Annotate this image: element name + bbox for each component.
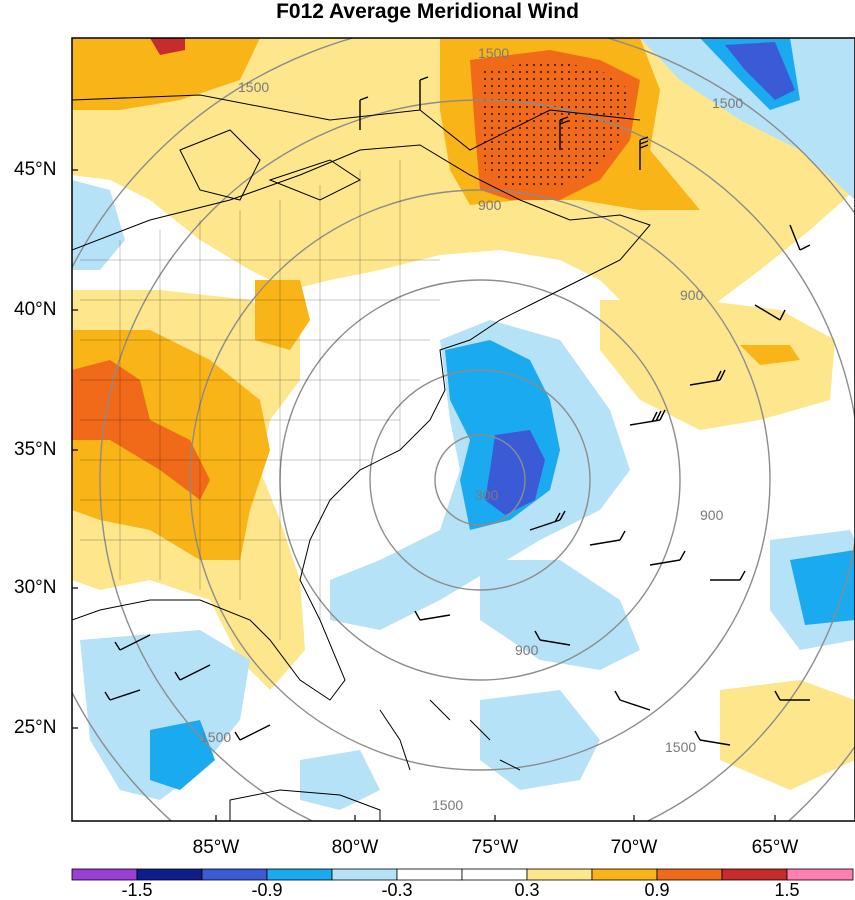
contour-ring-1200 (189, 189, 771, 771)
colorbar-bin (266, 868, 333, 881)
positive-wind-shading (72, 38, 855, 790)
florida-keys (379, 709, 411, 771)
stippled-region-north (480, 60, 630, 190)
longitude-label: 70°W (610, 837, 658, 858)
colorbar-bin (656, 868, 723, 881)
contour-label: 900 (515, 642, 539, 658)
contour-label: 300 (475, 487, 499, 503)
warm-mid-region-ohio (255, 280, 310, 350)
warm-strong-region-northwest (150, 38, 185, 55)
longitude-label: 75°W (471, 837, 519, 858)
longitude-label: 65°W (751, 837, 799, 858)
colorbar-label: 1.5 (774, 880, 800, 900)
colorbar-bin (396, 868, 463, 881)
contour-label: 900 (700, 507, 724, 523)
cool-light-region-northeast (640, 38, 855, 200)
us-coastline (72, 144, 651, 701)
longitude-label: 80°W (331, 837, 379, 858)
contour-label: 1500 (200, 729, 231, 745)
cool-light-region-south-2 (300, 750, 380, 810)
colorbar-bin (201, 868, 268, 881)
warm-mid-region-northwest (72, 38, 260, 110)
colorbar-bin (461, 868, 528, 881)
map-title: F012 Average Meridional Wind (276, 0, 579, 23)
cool-light-region-west (72, 180, 125, 270)
cool-light-region-south (480, 560, 640, 670)
colorbar-label: 0.9 (644, 880, 670, 900)
warm-light-region-east (600, 300, 835, 430)
geographic-boundaries (72, 94, 651, 821)
contour-ring-600 (369, 369, 591, 591)
colorbar-label: -1.5 (121, 880, 153, 900)
warm-light-region-southeast (720, 680, 855, 790)
longitude-label: 85°W (192, 837, 240, 858)
colorbar-bin (136, 868, 203, 881)
map-frame (71, 37, 855, 822)
contour-ring-300 (434, 434, 526, 526)
colorbar-bin (721, 868, 788, 881)
latitude-label: 30°N (14, 577, 57, 598)
latitude-label: 45°N (14, 159, 57, 180)
contour-label: 1500 (712, 95, 743, 111)
latitude-label: 40°N (14, 299, 57, 320)
contour-label: 900 (680, 287, 704, 303)
colorbar-bin (591, 868, 658, 881)
colorbar-label: -0.9 (251, 880, 283, 900)
axis-ticks (72, 169, 776, 821)
colorbar-bin (526, 868, 593, 881)
bahamas-islands (429, 699, 521, 771)
cool-strong-region-northeast (725, 42, 795, 100)
colorbar-bin (331, 868, 398, 881)
contour-label-group: 1500 1500 1500 900 900 900 900 300 1500 … (200, 45, 743, 813)
latitude-label: 25°N (14, 717, 57, 738)
latitude-label: 35°N (14, 439, 57, 460)
cuba-outline (229, 789, 381, 821)
warm-mid-region-east (740, 345, 800, 365)
contour-ring-1500 (99, 99, 855, 821)
contour-label: 1500 (238, 79, 269, 95)
colorbar-bin (786, 868, 854, 881)
colorbar-label: 0.3 (514, 880, 540, 900)
cool-mid-region-gulf (150, 720, 215, 790)
contour-label: 1500 (478, 45, 509, 61)
wind-barbs (104, 76, 811, 746)
contour-label: 1500 (665, 739, 696, 755)
contour-label: 900 (478, 197, 502, 213)
county-grid (80, 160, 440, 640)
colorbar (71, 868, 854, 881)
contour-label: 1500 (432, 797, 463, 813)
warm-strong-region-west (72, 360, 210, 500)
colorbar-bin (71, 868, 138, 881)
colorbar-label: -0.3 (381, 880, 413, 900)
cool-strong-region-coastal (485, 430, 545, 515)
